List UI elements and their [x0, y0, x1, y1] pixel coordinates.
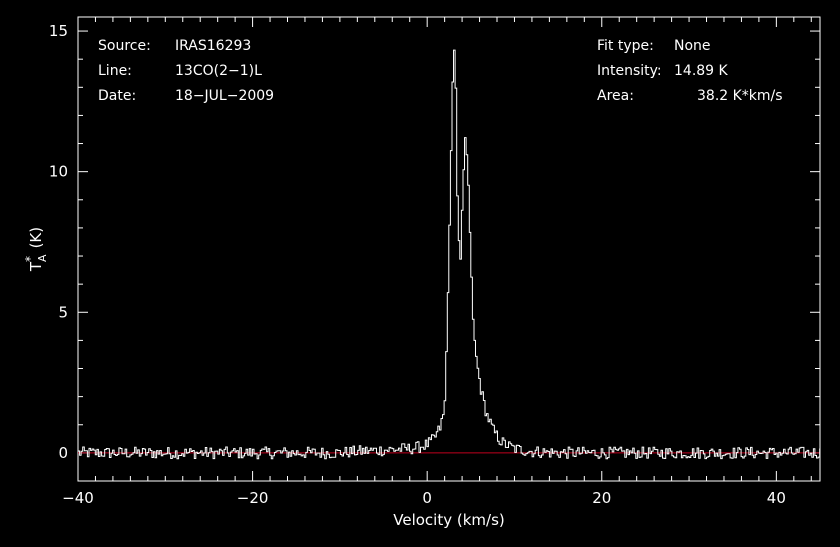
y-axis-label: T*A (K)	[23, 227, 49, 272]
fit-type-value: None	[674, 38, 711, 54]
axis-ticks	[77, 17, 820, 482]
y-tick-label: 5	[58, 303, 68, 321]
date-key: Date:	[98, 88, 136, 104]
x-tick-labels: −40 −20 0 20 40	[62, 489, 786, 507]
x-axis-label: Velocity (km/s)	[393, 511, 504, 529]
y-axis-label-subscript: A	[36, 254, 49, 262]
y-tick-label: 10	[49, 163, 68, 181]
x-tick-label: 40	[767, 489, 786, 507]
spectrum-line	[78, 49, 821, 460]
line-value: 13CO(2−1)L	[175, 63, 262, 79]
source-key: Source:	[98, 38, 151, 54]
source-value: IRAS16293	[175, 38, 251, 54]
intensity-key: Intensity:	[597, 63, 662, 79]
y-axis-label-unit: (K)	[27, 227, 45, 249]
y-tick-label: 0	[58, 444, 68, 462]
x-tick-label: −20	[237, 489, 269, 507]
y-tick-label: 15	[49, 22, 68, 40]
y-axis-label-superscript: *	[23, 256, 37, 262]
x-tick-label: 0	[422, 489, 432, 507]
area-value: 38.2 K*km/s	[697, 88, 783, 104]
x-tick-label: 20	[592, 489, 611, 507]
date-value: 18−JUL−2009	[175, 88, 274, 104]
info-panel-left: Source: IRAS16293 Line: 13CO(2−1)L Date:…	[98, 38, 274, 104]
intensity-value: 14.89 K	[674, 63, 729, 79]
y-tick-labels: 0 5 10 15	[49, 22, 68, 462]
info-panel-right: Fit type: None Intensity: 14.89 K Area: …	[597, 38, 783, 104]
y-axis-label-symbol: T	[27, 261, 45, 272]
x-tick-label: −40	[62, 489, 94, 507]
plot-frame	[77, 16, 821, 482]
svg-text:T*A(K): T*A (K)	[23, 227, 49, 272]
area-key: Area:	[597, 88, 634, 104]
line-key: Line:	[98, 63, 132, 79]
fit-type-key: Fit type:	[597, 38, 654, 54]
